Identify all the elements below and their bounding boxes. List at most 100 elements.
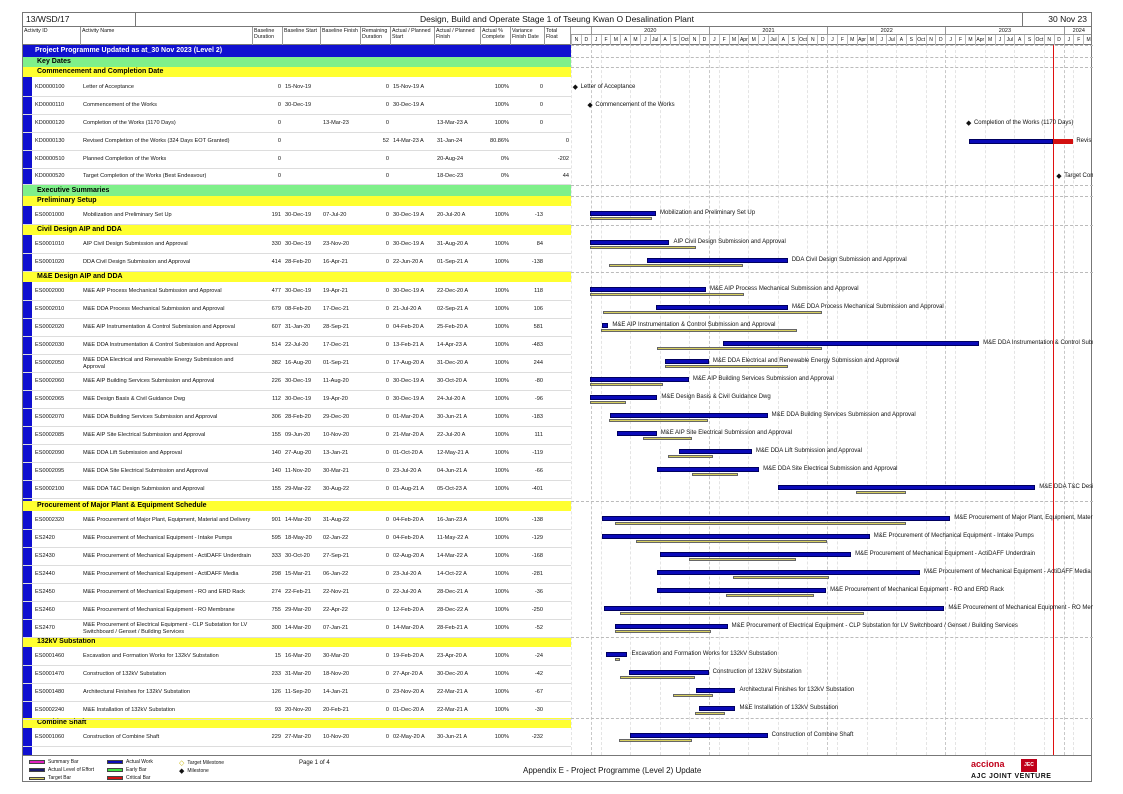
cell-bs: 20-Nov-20 [285, 707, 312, 714]
table-row[interactable]: ES2420 M&E Procurement of Mechanical Equi… [23, 530, 571, 548]
col-remaining-duration: Remaining Duration [361, 27, 391, 45]
cell-bf: 06-Jan-22 [323, 571, 349, 578]
cell-bd: 155 [271, 486, 281, 493]
table-row[interactable]: ES0001460 Excavation and Formation Works … [23, 648, 571, 666]
cell-vf [513, 151, 543, 168]
timeline-month: M [965, 35, 975, 45]
cell-bs: 11-Sep-20 [285, 689, 311, 696]
cell-id: ES2420 [35, 535, 55, 542]
table-row[interactable]: ES0002010 M&E DDA Process Mechanical Subm… [23, 301, 571, 319]
timeline-month: Apr [738, 35, 748, 45]
cell-name: DDA Civil Design Submission and Approval [83, 259, 191, 266]
table-row[interactable]: ES2440 M&E Procurement of Mechanical Equi… [23, 566, 571, 584]
timeline-month: A [620, 35, 630, 45]
cell-bs: 14-Mar-20 [285, 517, 311, 524]
cell-id: ES2450 [35, 589, 55, 596]
cell-pc: 100% [494, 607, 509, 614]
table-row[interactable]: ES0001480 Architectural Finishes for 132k… [23, 684, 571, 702]
cell-rd: 0 [385, 689, 389, 696]
timeline-month: M [728, 35, 739, 45]
cell-bd: 300 [271, 625, 281, 632]
cell-tf: 44 [562, 173, 569, 180]
gridline [827, 45, 829, 755]
cell-af: 16-Jan-23 A [437, 517, 468, 524]
cell-bf: 11-Aug-20 [323, 378, 349, 385]
milestone-icon: ◆ [179, 768, 185, 775]
gridline [708, 45, 710, 755]
cell-pc: 100% [494, 486, 509, 493]
timeline-month: Oct [679, 35, 689, 45]
table-row[interactable]: ES2430 M&E Procurement of Mechanical Equi… [23, 548, 571, 566]
timeline-month: F [836, 35, 847, 45]
cell-as: 30-Dec-19 A [393, 378, 425, 385]
cell-as: 04-Feb-20 A [393, 535, 424, 542]
table-row[interactable]: ES0002000 M&E AIP Process Mechanical Subm… [23, 283, 571, 301]
cell-as: 01-Dec-20 A [393, 707, 425, 714]
cell-rd: 0 [385, 156, 389, 163]
table-row[interactable]: ES0002090 M&E DDA Lift Submission and App… [23, 445, 571, 463]
table-row[interactable]: ES0002100 M&E DDA T&C Design Submission a… [23, 481, 571, 499]
table-row[interactable]: ES0002095 M&E DDA Site Electrical Submiss… [23, 463, 571, 481]
cell-id: ES2460 [35, 607, 55, 614]
table-row[interactable]: KD0000510 Planned Completion of the Works… [23, 151, 571, 169]
legend-label: Target Milestone [187, 760, 225, 766]
table-row[interactable]: ES0001470 Construction of 132kV Substatio… [23, 666, 571, 684]
table-row[interactable]: ES0002050 M&E DDA Electrical and Renewabl… [23, 355, 571, 373]
timeline-month: J [827, 35, 837, 45]
timeline-year: 2021 [708, 27, 827, 35]
table-row[interactable]: KD0000120 Completion of the Works (1170 D… [23, 115, 571, 133]
section-project: Project Programme Updated as at_30 Nov 2… [23, 45, 571, 57]
gridline [659, 45, 661, 755]
cell-as: 22-Jul-20 A [393, 589, 422, 596]
table-row[interactable]: ES0002320 M&E Procurement of Major Plant,… [23, 512, 571, 530]
cell-tf [547, 602, 569, 619]
table-row[interactable]: ES0002085 M&E AIP Site Electrical Submiss… [23, 427, 571, 445]
table-row[interactable]: ES0002060 M&E AIP Building Services Submi… [23, 373, 571, 391]
cell-as: 27-Apr-20 A [393, 671, 423, 678]
cell-rd: 0 [385, 432, 389, 439]
table-row[interactable]: ES0001010 AIP Civil Design Submission and… [23, 236, 571, 254]
timeline-month: J [945, 35, 955, 45]
table-row[interactable]: KD0000130 Revised Completion of the Works… [23, 133, 571, 151]
target-bar [642, 437, 693, 440]
cell-rd: 0 [385, 535, 389, 542]
table-row[interactable]: KD0000110 Commencement of the Works 0 30-De… [23, 97, 571, 115]
table-row[interactable]: ES0002070 M&E DDA Building Services Submi… [23, 409, 571, 427]
table-row[interactable]: ES0002240 M&E Installation of 132kV Subst… [23, 702, 571, 720]
table-row[interactable]: ES2470 M&E Procurement of Electrical Equi… [23, 620, 571, 638]
cell-pc: 100% [494, 259, 509, 266]
cell-af: 22-Mar-21 A [437, 689, 468, 696]
cell-rd: 0 [385, 173, 389, 180]
bar-label: M&E AIP Building Services Submission and… [692, 376, 834, 382]
timeline-month: Apr [856, 35, 866, 45]
cell-bf: 10-Nov-20 [323, 734, 350, 741]
table-row[interactable]: ES0002020 M&E AIP Instrumentation & Contr… [23, 319, 571, 337]
target-bar [615, 658, 620, 661]
table-row[interactable]: ES2450 M&E Procurement of Mechanical Equi… [23, 584, 571, 602]
table-row[interactable]: KD0000100 Letter of Acceptance 0 15-Nov-19 0… [23, 79, 571, 97]
table-row[interactable]: ES0001020 DDA Civil Design Submission and… [23, 254, 571, 272]
target-bar [590, 217, 652, 220]
table-row[interactable]: KD0000520 Target Completion of the Works … [23, 169, 571, 185]
timeline-month: D [935, 35, 945, 45]
table-row[interactable]: ES0001000 Mobilization and Preliminary Se… [23, 207, 571, 225]
cell-bd: 414 [271, 259, 281, 266]
section-separator [571, 637, 1093, 638]
gridline [1073, 45, 1075, 755]
gantt-chart: ◆ Letter of Acceptance ◆ Commencement of th… [571, 45, 1093, 755]
table-row[interactable]: ES0002065 M&E Design Basis & Civil Guidan… [23, 391, 571, 409]
cell-rd: 0 [385, 306, 389, 313]
critical-bar [1053, 139, 1074, 144]
cell-pc: 100% [494, 517, 509, 524]
cell-as: 30-Dec-19 A [393, 288, 425, 295]
table-row[interactable]: ES2460 M&E Procurement of Mechanical Equi… [23, 602, 571, 620]
cell-bf: 01-Sep-21 [323, 360, 350, 367]
cell-pc: 100% [494, 396, 509, 403]
table-row[interactable]: ES0001060 Construction of Combine Shaft 22… [23, 729, 571, 747]
legend-summary: Summary Bar [29, 759, 79, 765]
table-row[interactable]: ES0002030 M&E DDA Instrumentation & Contr… [23, 337, 571, 355]
cell-bf: 17-Dec-21 [323, 306, 350, 313]
cell-name: Construction of 132kV Substation [83, 671, 167, 678]
cell-tf [547, 548, 569, 565]
cell-vf: -232 [531, 734, 543, 741]
